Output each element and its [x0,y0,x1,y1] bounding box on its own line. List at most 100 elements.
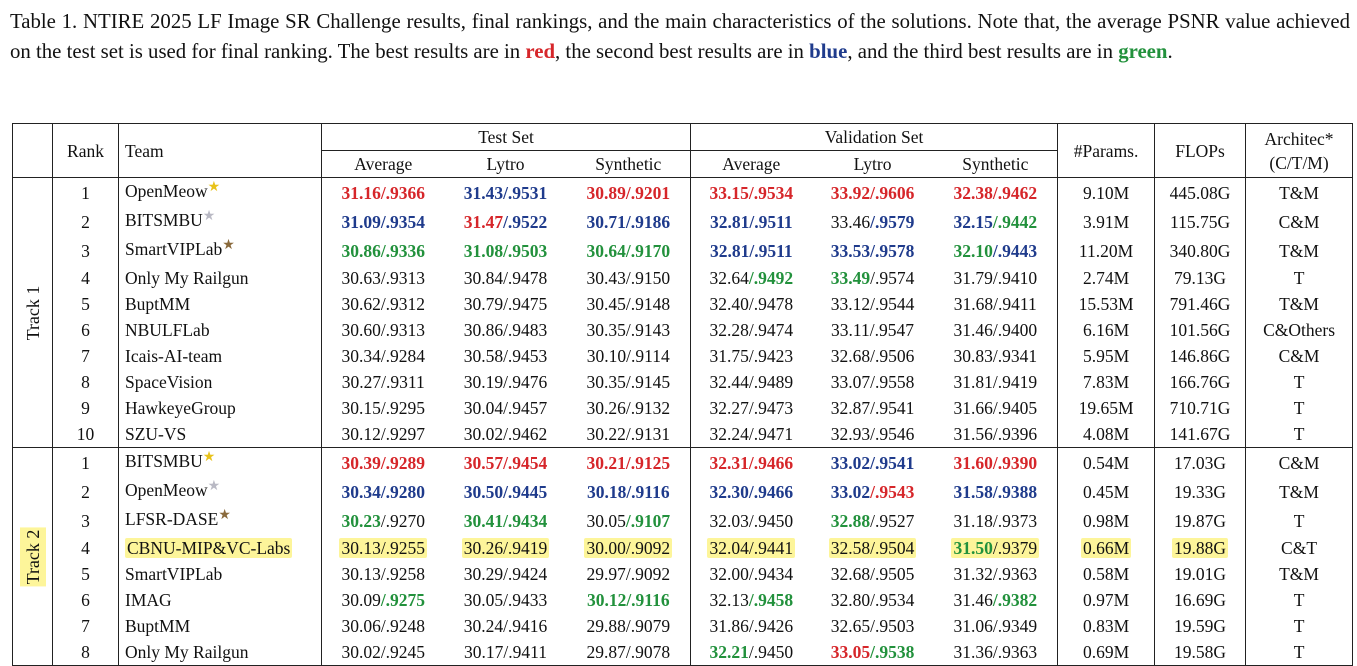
psnr-value: 32.24 [709,424,749,444]
metric-value: 30.23/.9270 [341,511,425,531]
rank-cell: 4 [52,535,119,561]
flops-cell: 19.33G [1154,477,1247,506]
flops-value: 710.71G [1169,398,1231,418]
params-value: 6.16M [1082,320,1130,340]
team-name: HawkeyeGroup [125,398,236,418]
metric-value: 30.12/.9116 [587,590,670,610]
metric-cell: 30.29/.9424 [445,561,567,587]
team-name: Icais-AI-team [125,346,223,366]
arch-cell: T&M [1245,561,1354,587]
metric-cell: 33.49/.9574 [812,265,934,291]
metric-value: 30.62/.9312 [341,294,425,314]
params-value: 19.65M [1078,398,1134,418]
metric-value: 30.86/.9483 [464,320,548,340]
metric-cell: 30.17/.9411 [444,639,567,666]
params-value: 9.10M [1082,182,1130,203]
metric-cell: 32.03/.9450 [691,506,812,535]
metric-cell: 32.68/.9505 [812,561,934,587]
psnr-value: 32.87 [830,398,871,418]
arch-cell: C&M [1245,207,1354,236]
metric-cell: 31.09/.9354 [322,207,445,236]
metric-value: 30.60/.9313 [341,320,425,340]
ssim-value: /.9295 [380,398,426,418]
psnr-value: 31.79 [953,268,993,288]
metric-value: 32.68/.9506 [831,346,915,366]
metric-cell: 32.81/.9511 [691,236,812,265]
ssim-value: /.9363 [992,642,1038,662]
ssim-value: /.9410 [992,268,1038,288]
caption-blue-word: blue [809,40,848,63]
metric-cell: 32.15/.9442 [933,207,1059,236]
ssim-value: /.9475 [503,294,548,314]
table-row: Track 2 1 BITSMBU★ 30.39/.9289 30.57/.9454 30… [12,447,1354,666]
arch-cell: C&Others [1245,317,1354,343]
flops-cell: 17.03G [1154,447,1247,477]
flops-cell: 19.01G [1154,561,1247,587]
ssim-value: /.9457 [503,398,548,418]
metric-value: 31.32/.9363 [953,564,1037,584]
ssim-value: /.9275 [380,590,426,610]
metric-cell: 32.31/.9466 [691,448,812,478]
metric-cell: 30.13/.9255 [322,535,445,561]
psnr-value: 30.62 [341,294,381,314]
metric-value: 32.88/.9527 [831,511,915,531]
psnr-value: 31.60 [953,452,993,473]
psnr-value: 30.23 [341,510,381,531]
team-cell: NBULFLab [118,317,322,343]
metric-value: 31.79/.9410 [953,268,1037,288]
psnr-value: 30.34 [341,346,381,366]
table-row: 8 Only My Railgun 30.02/.9245 30.17/.9411 29… [13,639,1354,666]
metric-value: 30.17/.9411 [464,642,547,662]
metric-cell: 30.12/.9297 [321,421,445,448]
psnr-value: 30.17 [464,642,504,662]
metric-value: 30.19/.9476 [464,372,548,392]
validation-set-header: Validation Set [690,123,1059,151]
metric-cell: 32.88/.9527 [812,506,934,535]
psnr-value: 33.11 [831,320,870,340]
psnr-value: 30.19 [463,372,504,392]
ssim-value: /.9441 [748,538,794,558]
metric-value: 30.89/.9201 [586,183,670,203]
test-set-header: Test Set [321,123,692,151]
psnr-value: 32.30 [709,481,749,502]
metric-cell: 32.24/.9471 [690,421,812,448]
psnr-value: 31.18 [953,510,993,531]
val-lytro-header: Lytro [811,150,934,178]
team-name: OpenMeow [125,480,208,500]
metric-value: 31.81/.9419 [953,372,1037,392]
metric-cell: 33.15/.9534 [691,178,812,208]
psnr-value: 32.80 [830,590,871,610]
ssim-value: /.9503 [870,616,915,636]
ssim-value: /.9458 [748,590,794,610]
team-cell: Icais-AI-team [118,343,322,369]
team-cell: Only My Railgun [118,265,322,291]
team-cell: BuptMM [118,613,322,639]
metric-cell: 33.02/.9541 [812,448,934,478]
psnr-value: 30.05 [463,590,504,610]
team-cell: BITSMBU★ [118,447,322,477]
metric-value: 30.02/.9462 [464,424,548,444]
medal-star-icon: ★ [207,479,221,494]
psnr-value: 30.12 [341,424,381,444]
params-value: 4.08M [1082,424,1130,444]
metric-cell: 31.46/.9382 [933,587,1059,613]
metric-cell: 30.02/.9245 [321,639,445,666]
flops-value: 146.86G [1169,346,1231,366]
flops-value: 19.59G [1174,616,1227,636]
team-name: Only My Railgun [125,642,249,662]
metric-cell: 33.53/.9578 [812,236,934,265]
flops-cell: 19.88G [1154,535,1247,561]
params-cell: 9.10M [1057,177,1156,207]
ssim-value: /.9125 [625,452,671,473]
metric-value: 31.66/.9405 [953,398,1037,418]
metric-value: 30.18/.9116 [587,482,670,502]
metric-cell: 32.00/.9434 [691,561,812,587]
ssim-value: /.9546 [870,424,915,444]
psnr-value: 30.86 [463,320,504,340]
metric-value: 32.30/.9466 [709,482,793,502]
psnr-value: 31.68 [953,294,994,314]
ssim-value: /.9544 [870,294,915,314]
metric-value: 32.13/.9458 [709,590,793,610]
val-synthetic-header: Synthetic [933,150,1059,178]
flops-value: 791.46G [1169,294,1231,314]
